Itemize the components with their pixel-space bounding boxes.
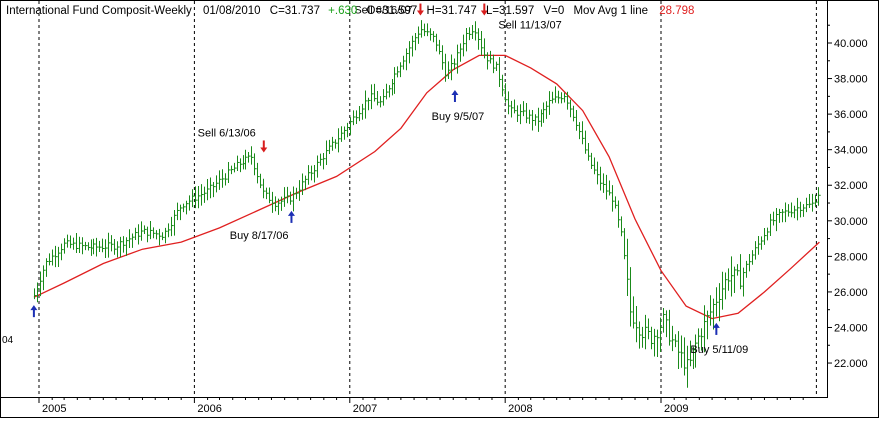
x-label-2009: 2009 [664, 403, 688, 415]
buy-arrow [30, 305, 38, 318]
y-label: 22.000 [834, 358, 868, 370]
buy-arrow-head [451, 90, 459, 96]
x-label-2005: 2005 [42, 403, 66, 415]
annotation-label-sell: Sell 11/13/07 [498, 20, 561, 32]
header-change: +.630 [328, 5, 357, 17]
y-label: 36.000 [834, 109, 868, 121]
annotation-label-buy: Buy 5/11/09 [690, 344, 748, 356]
y-label: 38.000 [834, 74, 868, 86]
annotation-label-sell: Sell 6/13/06 [198, 127, 256, 139]
x-label-2007: 2007 [353, 403, 377, 415]
y-label: 24.000 [834, 322, 868, 334]
buy-arrow [451, 90, 459, 103]
header-volume: V=0 [543, 5, 564, 17]
grid-layer [38, 1, 817, 397]
header-ma-value: 28.798 [659, 5, 694, 17]
chart-title: International Fund Composit-Weekly [6, 5, 192, 17]
header-open: O=31.597 [366, 5, 417, 17]
annotation-label-sell: Sell 6/16/07 [354, 5, 412, 17]
x-label-2006: 2006 [197, 403, 221, 415]
sell-arrow [480, 3, 488, 16]
header-close: C=31.737 [270, 5, 320, 17]
buy-arrow [712, 322, 720, 335]
buy-arrow [287, 210, 295, 223]
price-bars-layer [34, 20, 821, 388]
annotation-label-buy: Buy 9/5/07 [432, 111, 485, 123]
svg-text:International Fund Composit-We: International Fund Composit-Weekly 01/08… [6, 5, 694, 17]
buy-arrow-head [30, 305, 38, 311]
y-label: 34.000 [834, 145, 868, 157]
y-label: 30.000 [834, 216, 868, 228]
truncated-left-label: 04 [2, 335, 14, 346]
y-label: 26.000 [834, 287, 868, 299]
header-high: H=31.747 [427, 5, 477, 17]
buy-arrow-head [287, 210, 295, 216]
moving-average-layer [33, 54, 820, 320]
y-label: 40.000 [834, 38, 868, 50]
sell-arrow-head [416, 10, 424, 16]
header-date: 01/08/2010 [203, 5, 261, 17]
sell-arrow-head [260, 147, 268, 153]
x-label-2008: 2008 [508, 403, 532, 415]
sell-arrow [416, 3, 424, 16]
sell-arrow-head [480, 10, 488, 16]
chart-header: International Fund Composit-Weekly 01/08… [6, 5, 694, 17]
header-low: L=31.597 [486, 5, 534, 17]
annotation-label-buy: Buy 8/17/06 [230, 230, 289, 242]
moving-average-line [33, 54, 820, 320]
annotations-layer: Sell 6/13/06 Buy 8/17/06 Sell 6/16/07 Buy 9… [30, 3, 748, 356]
y-label: 28.000 [834, 251, 868, 263]
y-label: 32.000 [834, 180, 868, 192]
header-ma-label: Mov Avg 1 line [573, 5, 648, 17]
sell-arrow [260, 140, 268, 153]
buy-arrow-head [712, 322, 720, 328]
axis-layer: 2005 2006 2007 2008 2009 22.000 24.000 26.000 28… [2, 24, 868, 415]
